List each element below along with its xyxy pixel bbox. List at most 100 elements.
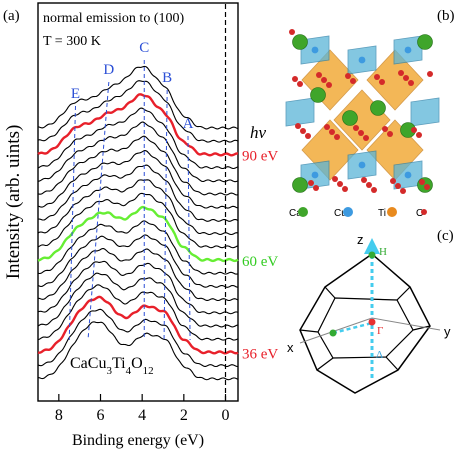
o-atom bbox=[387, 131, 393, 137]
spectrum-line bbox=[37, 260, 239, 315]
peak-label: E bbox=[71, 86, 80, 102]
bz-edge-4 bbox=[412, 325, 431, 331]
bz-edge-3 bbox=[299, 329, 319, 333]
photon-energy-label: 90 eV bbox=[242, 148, 278, 164]
o-atom bbox=[424, 184, 430, 190]
photon-energy-label: 60 eV bbox=[242, 254, 278, 270]
spectrum-line bbox=[37, 80, 239, 143]
spectrum-line bbox=[37, 65, 239, 130]
ca-atom bbox=[370, 100, 386, 116]
y-axis-label: Intensity (arb. uints) bbox=[3, 125, 24, 280]
bz-outline bbox=[299, 253, 431, 394]
o-atom bbox=[390, 178, 396, 184]
element-legend: Ca Cu Ti O bbox=[289, 207, 427, 219]
cu-atom bbox=[358, 161, 366, 169]
o-atom bbox=[289, 29, 295, 35]
compound-formula: CaCu3Ti4O12 bbox=[70, 355, 154, 377]
ca-atom bbox=[292, 34, 308, 50]
photon-energy-labels: 90 eV 60 eV 36 eV bbox=[242, 148, 278, 362]
o-atom bbox=[326, 82, 332, 88]
o-atom bbox=[416, 132, 422, 138]
photon-energy-heading: hv bbox=[250, 123, 267, 142]
x-axis-ticks: 8 6 4 2 0 bbox=[55, 394, 230, 424]
bz-z-label: z bbox=[357, 232, 364, 247]
o-atom bbox=[419, 179, 425, 185]
spectra-group bbox=[37, 65, 239, 381]
plot-frame bbox=[37, 2, 239, 402]
legend-swatch bbox=[387, 207, 397, 217]
spectrum-line bbox=[37, 321, 239, 381]
peak-label: B bbox=[162, 70, 172, 86]
bz-edge-2 bbox=[396, 286, 411, 301]
o-atom bbox=[297, 81, 303, 87]
bz-x-axis bbox=[299, 317, 373, 344]
cu-atom bbox=[404, 171, 412, 179]
spectrum-line bbox=[37, 164, 239, 222]
o-atom bbox=[382, 126, 388, 132]
legend-label: O bbox=[416, 208, 424, 219]
o-atom bbox=[353, 125, 359, 131]
peak-dispersion-line bbox=[87, 81, 110, 341]
peak-label: C bbox=[139, 40, 149, 56]
x-tick-label: 0 bbox=[222, 407, 230, 424]
o-atom bbox=[300, 128, 306, 134]
o-atom bbox=[337, 181, 343, 187]
spectrum-line bbox=[38, 121, 239, 183]
annotation-emission: normal emission to (100) bbox=[43, 11, 184, 26]
brillouin-zone: z x y H Γ Δ bbox=[287, 232, 451, 394]
bz-x-label: x bbox=[287, 340, 294, 355]
peak-label: D bbox=[103, 62, 114, 78]
legend-swatch bbox=[421, 209, 427, 215]
bz-edge-6 bbox=[385, 356, 399, 371]
o-atom bbox=[379, 79, 385, 85]
spectrum-line bbox=[37, 192, 239, 249]
peak-label: A bbox=[183, 116, 194, 132]
o-atom bbox=[411, 127, 417, 133]
o-atom bbox=[342, 186, 348, 192]
o-atom bbox=[374, 74, 380, 80]
bz-edge-7 bbox=[317, 297, 414, 359]
legend-label: Ti bbox=[378, 208, 386, 219]
peak-dispersion-line bbox=[187, 135, 191, 341]
o-atom bbox=[371, 187, 377, 193]
panel-c-label: (c) bbox=[437, 228, 454, 244]
peak-dispersion-lines bbox=[68, 60, 191, 341]
spectrum-line bbox=[37, 205, 239, 263]
bz-edge-5 bbox=[316, 357, 334, 371]
photon-energy-label: 36 eV bbox=[242, 346, 278, 362]
o-atom bbox=[345, 73, 351, 79]
bz-h-point bbox=[368, 251, 376, 259]
o-atom bbox=[329, 129, 335, 135]
spectrum-line bbox=[37, 93, 239, 157]
cu-plaquette bbox=[410, 97, 440, 127]
bz-z-arrow-head bbox=[364, 238, 380, 254]
o-atom bbox=[313, 185, 319, 191]
cu-atom bbox=[311, 171, 319, 179]
spectrum-line bbox=[37, 107, 239, 170]
spectrum-line bbox=[38, 248, 239, 302]
ca-atom bbox=[310, 87, 326, 103]
cu-plaquette bbox=[285, 97, 315, 127]
spectrum-line bbox=[37, 272, 239, 328]
annotation-temperature: T = 300 K bbox=[43, 34, 101, 49]
spectrum-line bbox=[37, 135, 239, 196]
panel-a-label: (a) bbox=[3, 8, 20, 24]
spectrum-line bbox=[37, 308, 239, 368]
o-atom bbox=[332, 176, 338, 182]
legend-swatch bbox=[298, 207, 308, 217]
o-atom bbox=[408, 80, 414, 86]
o-atom bbox=[427, 71, 433, 77]
x-tick-label: 6 bbox=[97, 407, 105, 424]
o-atom bbox=[395, 183, 401, 189]
x-tick-label: 8 bbox=[55, 407, 63, 424]
bz-h-label: H bbox=[379, 246, 387, 258]
legend-label: Ca bbox=[289, 208, 302, 219]
x-tick-label: 4 bbox=[138, 407, 146, 424]
spectrum-line bbox=[37, 295, 239, 355]
ca-atom bbox=[342, 110, 358, 126]
legend-swatch bbox=[343, 207, 353, 217]
o-atom bbox=[305, 133, 311, 139]
o-atom bbox=[398, 70, 404, 76]
bz-gamma-label: Γ bbox=[377, 325, 383, 337]
